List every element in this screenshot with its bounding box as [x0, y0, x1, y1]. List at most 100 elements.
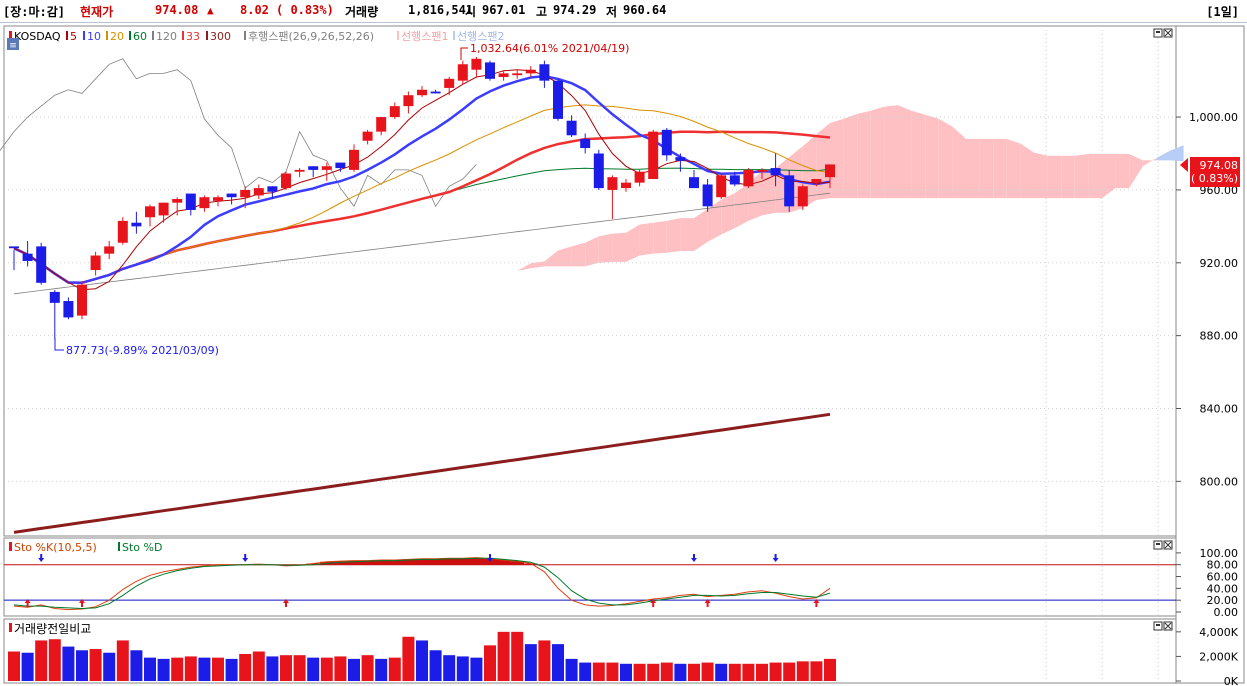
current-price: 974.08	[155, 3, 199, 17]
legend-ma5: 5	[70, 30, 77, 43]
cloud-segment	[911, 110, 926, 199]
maximize-icon-bar	[1156, 543, 1160, 545]
maximize-icon-bar	[1156, 624, 1160, 626]
volume-bar	[89, 649, 102, 681]
candle-body	[403, 95, 414, 107]
low-annotation: 877.73(-9.89% 2021/03/09)	[54, 338, 219, 357]
volume-bars: 4,000K 2,000K 0K	[8, 626, 1239, 686]
volume-panel-controls[interactable]	[1153, 621, 1173, 631]
price-tag-bg	[1190, 157, 1240, 187]
ichimoku-cloud	[367, 105, 1184, 291]
legend-ma120: 120	[156, 30, 177, 43]
candle-body	[335, 162, 346, 169]
candle-body	[117, 220, 128, 243]
cloud-segment	[1170, 145, 1184, 162]
candle-body	[648, 131, 659, 179]
price-change-percent: ( 0.83%)	[276, 3, 334, 17]
candle-body	[444, 78, 455, 88]
price-gridlines	[4, 116, 1176, 482]
candle-body	[661, 129, 672, 156]
price-panel-controls[interactable]	[1153, 28, 1173, 38]
sto-k-line	[13, 557, 831, 611]
volume-bar	[62, 646, 75, 681]
stochastic-panel-frame	[3, 537, 1177, 617]
candle-body	[634, 171, 645, 183]
sto-k-marker	[9, 542, 12, 551]
volume-bar	[524, 644, 537, 681]
sto-tick-label: 20.00	[1207, 594, 1239, 607]
price-tag-pointer	[1180, 158, 1188, 172]
legend-symbol: KOSDAQ	[14, 30, 61, 43]
volume-bar	[225, 658, 238, 681]
legend-ma120-marker	[152, 31, 154, 40]
period-selector[interactable]: [1일]	[1206, 5, 1239, 19]
cloud-segment	[843, 113, 858, 199]
lagging-span-line	[0, 58, 477, 208]
legend-ma300: 300	[210, 30, 231, 43]
panel-toggle[interactable]: ≡	[7, 38, 19, 51]
candle-body	[36, 246, 47, 283]
candle-body	[308, 166, 319, 170]
cloud-segment	[653, 220, 667, 254]
candle-body	[485, 62, 495, 79]
cloud-segment	[558, 246, 572, 267]
cloud-segment	[639, 222, 654, 256]
cloud-segment	[979, 138, 994, 199]
market-status: [장:마:감]	[3, 5, 66, 19]
panel-toggle-icon[interactable]	[7, 38, 19, 50]
candle-body	[253, 188, 264, 196]
volume-bar	[35, 640, 48, 681]
volume-bar	[552, 644, 564, 681]
cloud-segment	[1088, 153, 1102, 199]
volume-bar	[497, 631, 510, 681]
cloud-segment	[1142, 158, 1157, 167]
open-label: 시	[465, 5, 477, 19]
candle-body	[702, 184, 713, 207]
cloud-segment	[571, 242, 586, 267]
candle-body	[226, 193, 237, 198]
price-panel-frame	[3, 25, 1177, 537]
close-icon-x	[1164, 29, 1172, 37]
candle-body	[321, 166, 332, 170]
legend-span2-marker	[453, 31, 455, 40]
high-value: 974.29	[553, 3, 597, 17]
volume-bar	[728, 663, 741, 681]
stochastic-panel-controls[interactable]	[1153, 540, 1173, 550]
volume-bar	[388, 657, 401, 681]
candle-body	[757, 169, 767, 172]
legend-ma10: 10	[87, 30, 101, 43]
candle-body	[376, 117, 387, 132]
candle-body	[621, 182, 631, 189]
sell-signal-arrow	[242, 554, 249, 562]
price-tag-value: 974.08	[1200, 159, 1239, 172]
legend-ma5-marker	[66, 31, 68, 40]
legend-ma33: 33	[186, 30, 200, 43]
low-annotation-leader	[54, 338, 64, 351]
cloud-segment	[1102, 153, 1116, 199]
price-axis: 1,000.00 960.00 920.00 880.00 840.00 800.00	[1176, 111, 1238, 488]
volume-bar	[429, 650, 442, 681]
candle-body	[784, 175, 795, 207]
volume-bar	[334, 656, 347, 681]
price-tick-label: 840.00	[1200, 403, 1239, 416]
open-value: 967.01	[482, 3, 526, 17]
volume-title: 거래량전일비교	[14, 622, 91, 636]
candle-body	[104, 246, 115, 254]
volume-bar	[511, 631, 524, 681]
volume-bar	[688, 663, 700, 681]
buy-signal-arrow	[79, 599, 85, 607]
volume-bar	[416, 640, 428, 681]
volume-bar	[484, 645, 496, 681]
cloud-segment	[925, 114, 939, 199]
cloud-segment	[816, 122, 830, 200]
legend-lagging-marker	[244, 31, 246, 40]
candle-body	[49, 291, 60, 303]
cloud-segment	[1006, 138, 1021, 199]
vertical-gridlines	[1045, 26, 1159, 683]
legend-lagging-span: 후행스팬(26,9,26,52,26)	[248, 30, 374, 43]
candle-body	[811, 179, 822, 183]
close-icon-x	[1164, 541, 1172, 549]
candle-body	[185, 193, 196, 210]
low-label: 저	[606, 5, 618, 19]
